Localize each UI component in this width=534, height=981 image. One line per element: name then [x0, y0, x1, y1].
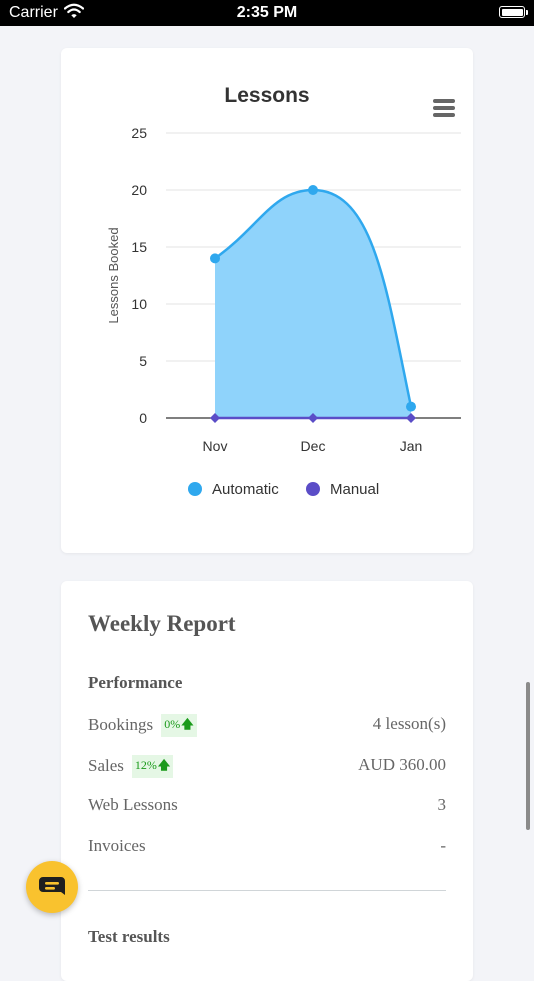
- web-lessons-label: Web Lessons: [88, 795, 178, 814]
- weekly-report-card: Weekly Report Performance Bookings 0%🡅 4 …: [61, 581, 473, 981]
- legend-label: Manual: [330, 481, 379, 498]
- x-tick-label: Dec: [301, 438, 326, 454]
- y-tick-label: 0: [139, 410, 147, 426]
- automatic-point: [406, 401, 416, 412]
- performance-title: Performance: [88, 673, 183, 692]
- y-tick-label: 10: [131, 296, 147, 312]
- sales-change-badge: 12%🡅: [131, 755, 174, 778]
- automatic-area: [215, 190, 411, 418]
- hamburger-menu-icon[interactable]: [433, 99, 455, 117]
- wifi-icon: [63, 3, 85, 24]
- x-tick-label: Jan: [400, 438, 423, 454]
- web-lessons-value: 3: [437, 795, 447, 814]
- arrow-up-icon: 🡅: [181, 717, 194, 731]
- report-title: Weekly Report: [88, 611, 236, 636]
- sales-label: Sales: [88, 756, 124, 775]
- manual-point: [308, 413, 318, 423]
- bookings-value: 4 lesson(s): [372, 714, 446, 733]
- status-bar: Carrier 2:35 PM: [0, 0, 534, 26]
- test-results-title: Test results: [88, 927, 170, 946]
- bookings-row: Bookings 0%🡅 4 lesson(s): [88, 714, 446, 738]
- legend-marker: [188, 482, 202, 496]
- scrollbar[interactable]: [526, 682, 530, 830]
- y-tick-label: 15: [131, 239, 147, 255]
- lessons-chart: 0 5 10 15 20 25 Lessons Booked Nov Dec Jan Automat…: [106, 125, 461, 498]
- web-lessons-row: Web Lessons 3: [88, 795, 446, 819]
- sales-value: AUD 360.00: [358, 755, 446, 774]
- y-tick-label: 5: [139, 353, 147, 369]
- battery-icon: [499, 6, 528, 18]
- clock: 2:35 PM: [236, 4, 298, 21]
- arrow-up-icon: 🡅: [157, 758, 171, 772]
- bookings-change-badge: 0%🡅: [161, 714, 197, 737]
- invoices-label: Invoices: [88, 836, 146, 855]
- automatic-point: [308, 185, 318, 195]
- automatic-point: [210, 253, 220, 264]
- invoices-value: -: [440, 836, 446, 855]
- chat-button[interactable]: [26, 861, 78, 913]
- bookings-label: Bookings: [88, 715, 154, 734]
- sales-row: Sales 12%🡅 AUD 360.00: [88, 755, 446, 779]
- invoices-row: Invoices -: [88, 836, 446, 860]
- chat-bubble-icon: [39, 877, 65, 895]
- y-axis-label: Lessons Booked: [106, 227, 121, 323]
- legend-marker: [306, 482, 320, 496]
- legend-label: Automatic: [212, 481, 279, 498]
- chart-title: Lessons: [224, 84, 310, 107]
- y-tick-label: 20: [131, 182, 147, 198]
- manual-point: [210, 413, 220, 423]
- lessons-chart-card: Lessons 0 5 10 15 20 25 Lessons Booked Nov Dec Ja…: [61, 48, 473, 553]
- divider: [88, 890, 446, 891]
- automatic-line: [214, 188, 413, 407]
- y-tick-label: 25: [131, 125, 147, 141]
- manual-point: [406, 413, 416, 423]
- carrier-label: Carrier: [9, 4, 58, 21]
- x-tick-label: Nov: [203, 438, 228, 454]
